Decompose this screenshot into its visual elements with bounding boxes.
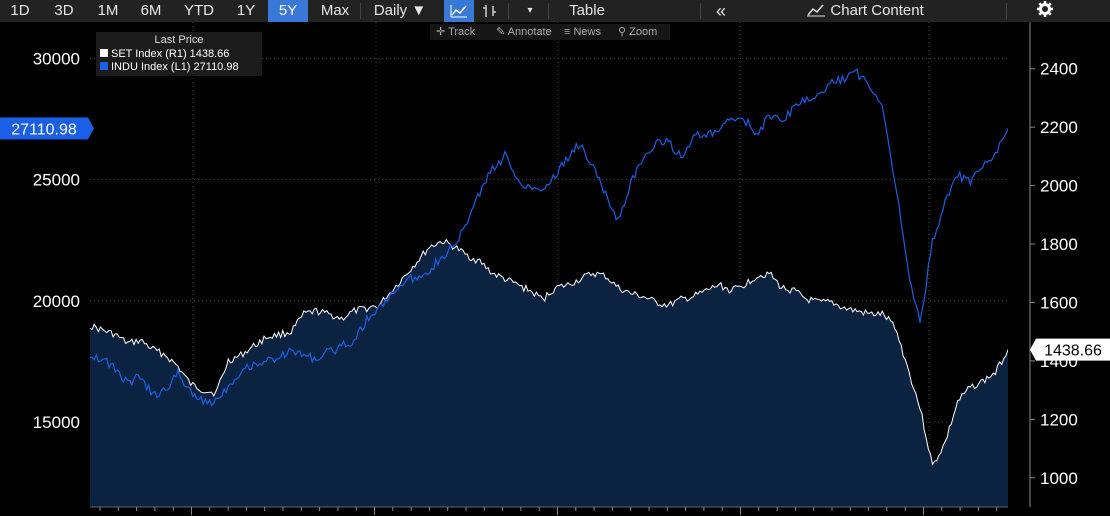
legend-swatch-set — [100, 49, 108, 57]
left-last-value-badge: 27110.98 — [0, 117, 94, 140]
right-last-value-badge: 1438.66 — [1030, 338, 1110, 361]
bar-chart-button[interactable] — [476, 0, 504, 22]
legend-title: Last Price — [154, 34, 204, 46]
frequency-dropdown[interactable]: Daily ▼ — [373, 2, 427, 19]
collapse-button[interactable]: « — [715, 1, 726, 21]
table-button[interactable]: Table — [569, 2, 605, 19]
annotate-tool[interactable]: ✎ Annotate — [496, 24, 552, 40]
gear-icon — [1037, 1, 1053, 17]
chart-type-dropdown[interactable]: ▾ — [527, 5, 533, 16]
left-tick-label: 15000 — [33, 413, 80, 432]
right-tick-label: 2200 — [1040, 118, 1078, 137]
chart-content-label: Chart Content — [830, 2, 924, 19]
legend-swatch-indu — [100, 62, 108, 70]
magnifier-icon: ⚲ — [618, 26, 627, 38]
range-1m-button[interactable]: 1M — [97, 2, 119, 19]
legend-text-indu: INDU Index (L1) 27110.98 — [111, 61, 239, 73]
right-tick-label: 2000 — [1040, 177, 1078, 196]
news-icon: ≡ — [564, 26, 571, 38]
news-label: News — [573, 26, 601, 38]
left-tick-label: 30000 — [33, 49, 80, 68]
chart-content-button[interactable]: Chart Content — [790, 0, 940, 22]
set-index-line — [90, 238, 1008, 466]
bar-chart-icon — [483, 5, 496, 17]
set-index-area — [90, 239, 1008, 507]
left-axis: 15000 20000 25000 30000 — [33, 49, 80, 432]
settings-button[interactable] — [1030, 0, 1060, 22]
left-tick-label: 25000 — [33, 171, 80, 190]
legend: Last Price SET Index (R1) 1438.66 INDU I… — [96, 32, 262, 76]
right-last-value: 1438.66 — [1044, 343, 1102, 360]
range-1d-button[interactable]: 1D — [10, 2, 30, 19]
right-tick-label: 1800 — [1040, 235, 1078, 254]
range-5y-button[interactable]: 5Y — [268, 0, 308, 22]
right-tick-label: 1200 — [1040, 410, 1078, 429]
news-tool[interactable]: ≡ News — [564, 24, 601, 40]
range-1y-button[interactable]: 1Y — [236, 2, 256, 19]
zoom-tool[interactable]: ⚲ Zoom — [618, 24, 657, 40]
annotate-label: Annotate — [507, 26, 552, 38]
legend-row-set: SET Index (R1) 1438.66 — [100, 48, 229, 61]
toolbar: 1D 3D 1M 6M YTD 1Y 5Y Max Daily ▼ ▾ Tabl… — [0, 0, 1110, 22]
right-tick-label: 1000 — [1040, 469, 1078, 488]
pencil-icon: ✎ — [496, 26, 506, 38]
zoom-label: Zoom — [629, 26, 658, 38]
chart-tools-bar: ✛ Track ✎ Annotate ≡ News ⚲ Zoom — [430, 24, 670, 40]
x-axis-ticks — [99, 507, 998, 515]
left-last-value: 27110.98 — [11, 121, 77, 138]
left-tick-label: 20000 — [33, 292, 80, 311]
right-tick-label: 1600 — [1040, 293, 1078, 312]
range-max-button[interactable]: Max — [320, 2, 350, 19]
range-ytd-button[interactable]: YTD — [184, 2, 214, 19]
legend-text-set: SET Index (R1) 1438.66 — [111, 48, 230, 60]
crosshair-icon: ✛ — [436, 26, 446, 38]
line-chart-button[interactable] — [444, 0, 474, 22]
line-chart-icon — [450, 5, 467, 18]
indu-index-line — [90, 68, 1008, 407]
range-6m-button[interactable]: 6M — [140, 2, 162, 19]
right-tick-label: 2400 — [1040, 60, 1078, 79]
chart-content-icon — [807, 4, 826, 17]
range-3d-button[interactable]: 3D — [54, 2, 74, 19]
track-tool[interactable]: ✛ Track — [436, 24, 475, 40]
legend-row-indu: INDU Index (L1) 27110.98 — [100, 61, 239, 74]
track-label: Track — [448, 26, 476, 38]
